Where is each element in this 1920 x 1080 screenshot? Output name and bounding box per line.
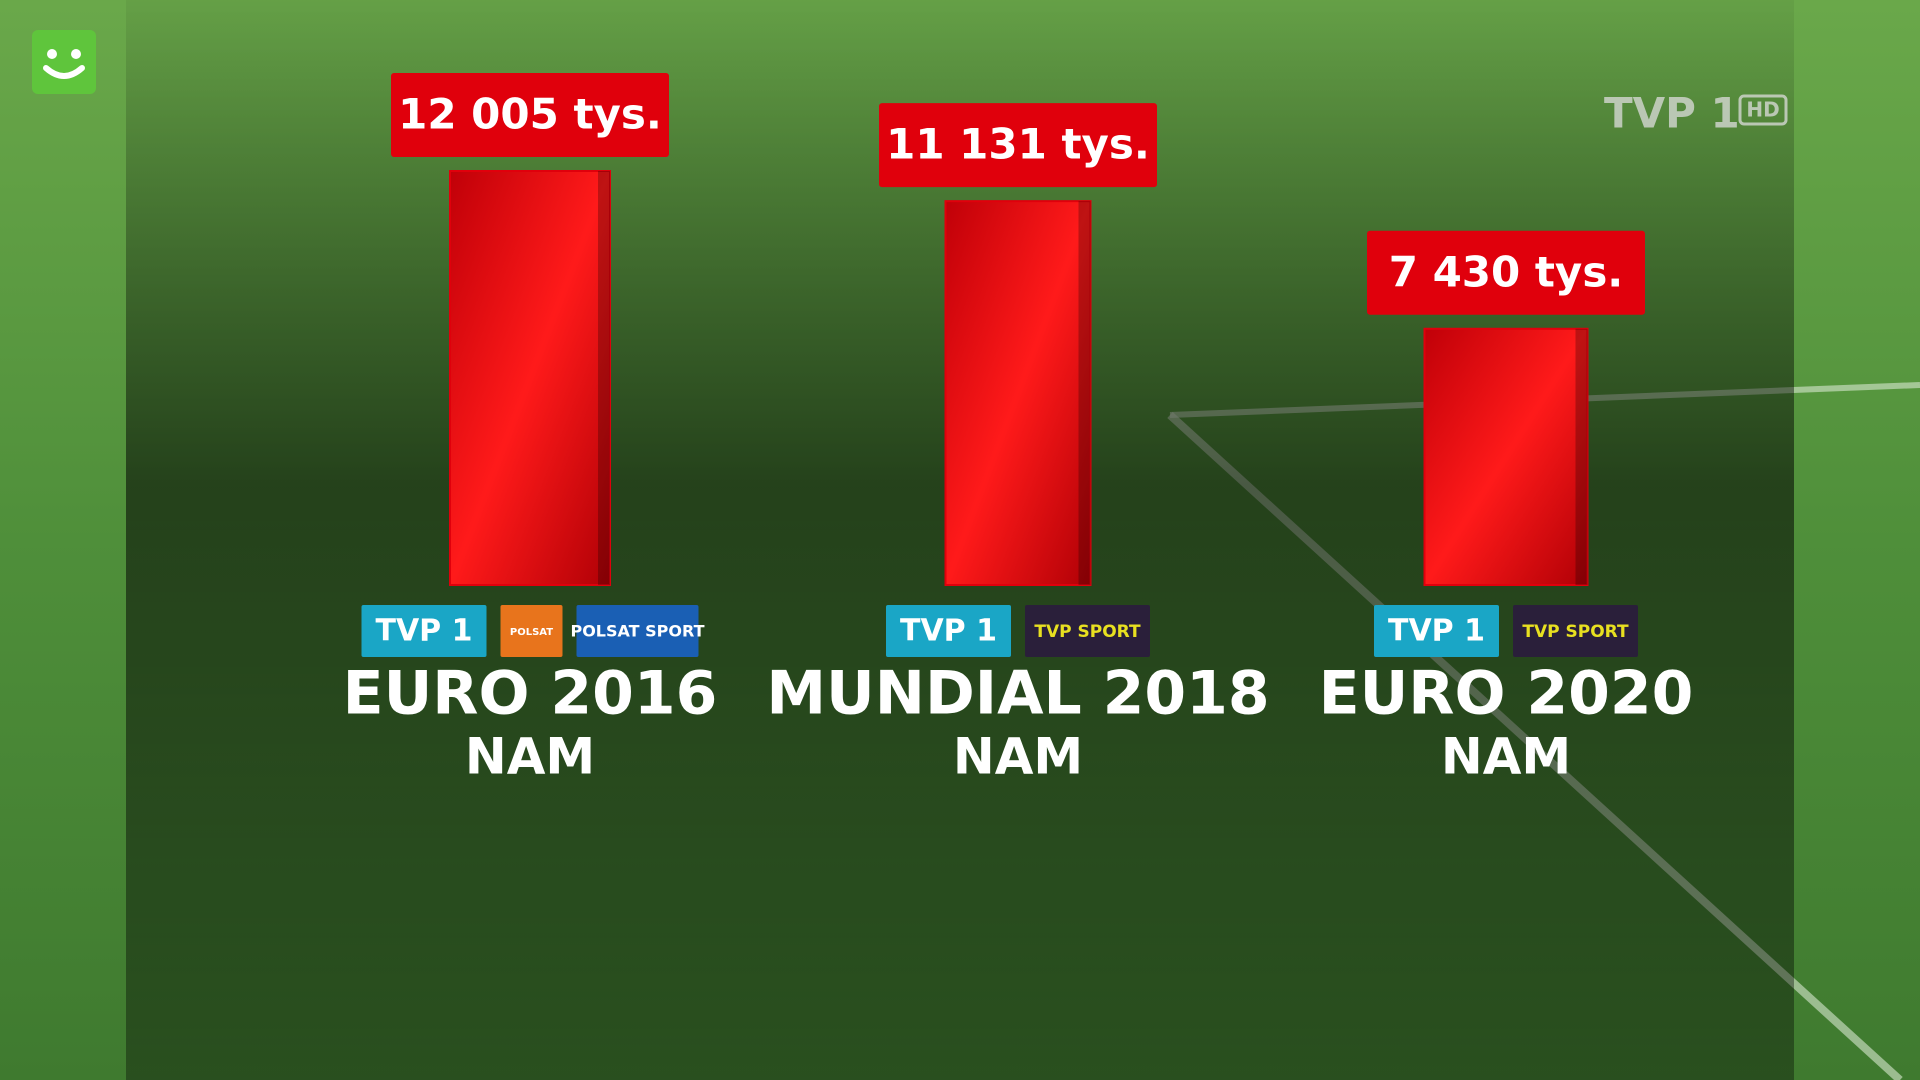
- broadcaster-logo: [1513, 605, 1638, 657]
- channel-name: TVP 1: [1604, 89, 1740, 138]
- bar: [1423, 327, 1589, 586]
- broadcaster-name: POLSAT: [510, 627, 553, 638]
- bar-side: [1575, 328, 1588, 585]
- value-label-box: [391, 73, 669, 157]
- broadcaster-logo: [500, 605, 563, 657]
- value-label: 11 131 tys.: [886, 120, 1150, 169]
- broadcaster-name: TVP 1: [900, 614, 997, 649]
- broadcaster-name: TVP 1: [1388, 614, 1485, 649]
- category-sublabel: NAM: [1441, 728, 1571, 786]
- bar-side: [598, 171, 610, 585]
- value-label: 7 430 tys.: [1389, 247, 1624, 296]
- broadcaster-name: TVP 1: [376, 614, 473, 649]
- category-sublabel: NAM: [953, 728, 1083, 786]
- value-label: 12 005 tys.: [398, 90, 662, 139]
- channel-badge: HD: [1746, 98, 1779, 122]
- category-label: EURO 2020: [1319, 659, 1694, 729]
- app-icon: [32, 30, 96, 94]
- broadcaster-name: TVP SPORT: [1034, 622, 1141, 642]
- bar: [944, 200, 1092, 586]
- category-label: MUNDIAL 2018: [766, 659, 1269, 729]
- value-label-box: [1367, 230, 1645, 315]
- broadcaster-logo: [1025, 605, 1150, 657]
- bar: [449, 170, 611, 586]
- broadcaster-logo: [1374, 605, 1499, 657]
- channel-logo: TVP 1 HD: [1604, 89, 1788, 138]
- broadcaster-name: POLSAT SPORT: [570, 622, 704, 641]
- value-label-box: [879, 103, 1157, 188]
- bar-side: [1078, 201, 1091, 585]
- chart: 12 005 tys. TVP 1 POLSAT POLSAT SPORT EURO 2…: [343, 73, 1694, 786]
- broadcaster-logo: [886, 605, 1011, 657]
- broadcaster-logo: [361, 605, 487, 657]
- category-label: EURO 2016: [343, 659, 718, 729]
- broadcaster-name: TVP SPORT: [1522, 622, 1629, 642]
- category-sublabel: NAM: [465, 728, 595, 786]
- broadcaster-logo: [576, 605, 699, 657]
